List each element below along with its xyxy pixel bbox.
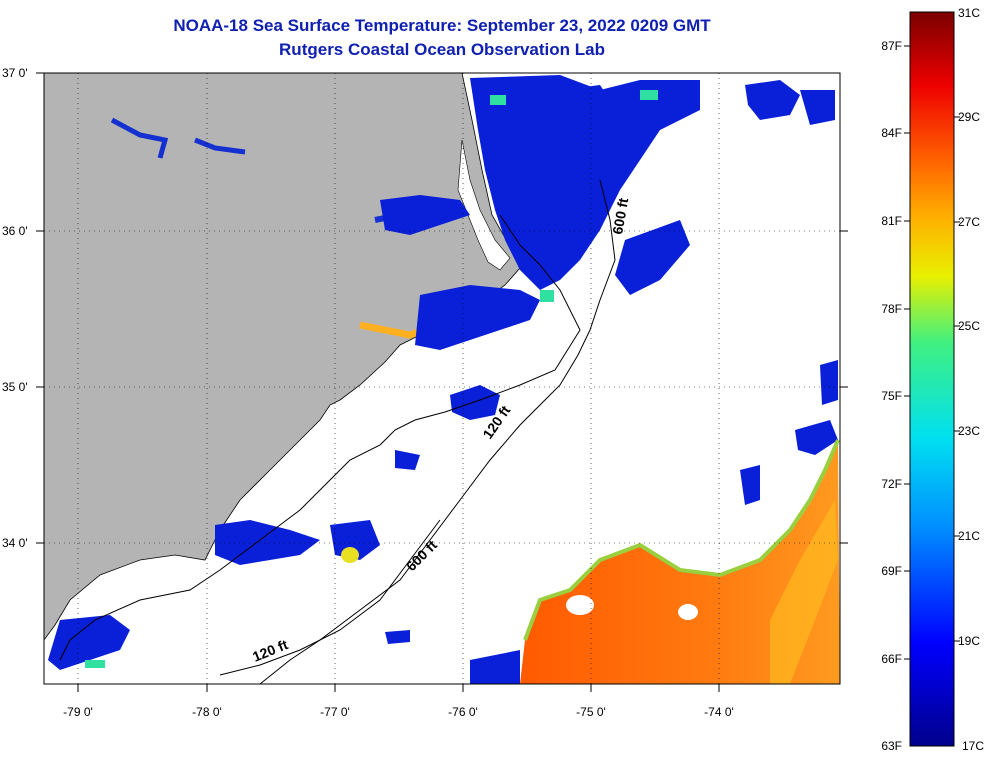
lat-label: 36 0' xyxy=(2,224,28,238)
isobath-label-600-north: 600 ft xyxy=(609,196,631,235)
lat-label: 37 0' xyxy=(2,66,28,80)
green-patches xyxy=(85,90,658,668)
colorbar-c-label: 29C xyxy=(958,110,980,124)
lon-label: -76 0' xyxy=(448,705,478,719)
grid-lines xyxy=(44,73,840,684)
isobath-120-south xyxy=(219,519,441,676)
colorbar-c-label: 27C xyxy=(958,215,980,229)
colorbar-c-label: 19C xyxy=(958,634,980,648)
axis-ticks xyxy=(36,72,848,692)
cloud-hole-2 xyxy=(566,595,594,615)
river-north xyxy=(110,117,169,159)
colorbar-c-label: 21C xyxy=(958,529,980,543)
river-north-2 xyxy=(194,137,246,155)
lat-label: 34 0' xyxy=(2,536,28,550)
colorbar-f-label: 72F xyxy=(881,477,902,491)
colorbar-c-label: 25C xyxy=(958,319,980,333)
colorbar-f-label: 66F xyxy=(881,652,902,666)
colorbar-c-label: 23C xyxy=(958,424,980,438)
map-title: NOAA-18 Sea Surface Temperature: Septemb… xyxy=(173,16,711,35)
colorbar-ticks xyxy=(904,45,960,660)
lon-label: -79 0' xyxy=(63,705,93,719)
lon-label: -74 0' xyxy=(704,705,734,719)
cold-water-patches xyxy=(48,75,838,684)
colorbar-f-label: 69F xyxy=(881,564,902,578)
colorbar-f-label: 75F xyxy=(881,389,902,403)
colorbar-f-label: 87F xyxy=(881,39,902,53)
lon-label: -78 0' xyxy=(192,705,222,719)
colorbar-f-label: 63F xyxy=(881,739,902,753)
cloud-hole-1 xyxy=(678,604,698,620)
isobath-120-north xyxy=(59,214,581,661)
gulf-stream xyxy=(520,440,840,684)
colorbar-c-label: 31C xyxy=(958,6,980,20)
colorbar xyxy=(909,11,955,747)
colorbar-c-label: 17C xyxy=(962,739,984,753)
colorbar-f-label: 84F xyxy=(881,126,902,140)
colorbar-f-label: 78F xyxy=(881,302,902,316)
lon-label: -77 0' xyxy=(320,705,350,719)
isobath-600 xyxy=(259,179,616,684)
lat-label: 35 0' xyxy=(2,380,28,394)
plot-frame xyxy=(43,72,841,685)
colorbar-f-label: 81F xyxy=(881,214,902,228)
map-subtitle: Rutgers Coastal Ocean Observation Lab xyxy=(279,40,605,59)
gulf-stream-front xyxy=(523,439,840,641)
lon-label: -75 0' xyxy=(576,705,606,719)
warm-streak xyxy=(770,500,838,684)
